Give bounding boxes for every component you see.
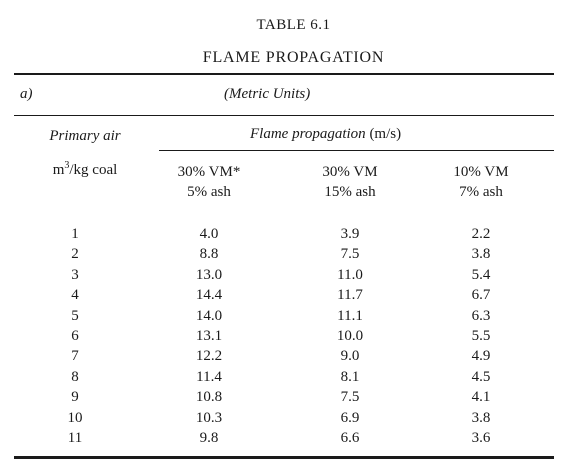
top-rule (14, 73, 554, 75)
flame-value: 14.4 (195, 287, 223, 304)
flame-value: 10.8 (195, 389, 223, 406)
flame-propagation-header: Flame propagation (m/s) (250, 126, 401, 143)
flame-header-rule (159, 150, 554, 151)
flame-header-label: Flame propagation (250, 126, 366, 142)
primary-air-value: 3 (71, 266, 79, 283)
column-header: 10% VM 7% ash (421, 162, 541, 202)
flame-value: 4.9 (471, 348, 491, 365)
column-header-line1: 30% VM (322, 164, 378, 180)
table-row: 2 8.8 7.5 3.8 (0, 246, 587, 266)
table-row: 1 4.0 3.9 2.2 (0, 226, 587, 246)
primary-air-value: 11 (67, 429, 83, 446)
primary-air-value: 6 (71, 327, 79, 344)
table-row: 6 13.1 10.0 5.5 (0, 328, 587, 348)
flame-header-unit: (m/s) (369, 126, 402, 142)
table-row: 5 14.0 11.1 6.3 (0, 308, 587, 328)
flame-value: 9.0 (340, 348, 360, 365)
table-title: FLAME PROPAGATION (202, 49, 385, 66)
flame-value: 9.8 (199, 429, 219, 446)
column-header-line2: 7% ash (459, 184, 503, 200)
units-note: (Metric Units) (224, 86, 311, 102)
unit-base: m (52, 162, 65, 178)
primary-air-value: 4 (71, 287, 79, 304)
table-row: 9 10.8 7.5 4.1 (0, 389, 587, 409)
column-header: 30% VM 15% ash (290, 162, 410, 202)
flame-value: 10.0 (336, 327, 364, 344)
primary-air-value: 1 (71, 226, 79, 242)
flame-value: 7.5 (340, 389, 360, 406)
table-row: 11 9.8 6.6 3.6 (0, 430, 587, 450)
flame-value: 2.2 (471, 226, 491, 242)
flame-value: 11.0 (337, 266, 363, 283)
flame-value: 3.6 (471, 429, 491, 446)
flame-value: 4.5 (471, 368, 491, 385)
table-row: 8 11.4 8.1 4.5 (0, 369, 587, 389)
table-row: 4 14.4 11.7 6.7 (0, 287, 587, 307)
primary-air-value: 8 (71, 368, 79, 385)
table-row: 7 12.2 9.0 4.9 (0, 348, 587, 368)
header-rule (14, 115, 554, 116)
primary-air-value: 9 (71, 389, 79, 406)
flame-value: 12.2 (195, 348, 223, 365)
flame-value: 3.8 (471, 409, 491, 426)
unit-rest: /kg coal (69, 162, 118, 178)
primary-air-value: 5 (71, 307, 79, 324)
bottom-rule (14, 456, 554, 459)
flame-value: 7.5 (340, 246, 360, 263)
flame-value: 8.1 (340, 368, 360, 385)
flame-value: 5.4 (471, 266, 491, 283)
table-row: 10 10.3 6.9 3.8 (0, 410, 587, 430)
flame-value: 5.5 (471, 327, 491, 344)
table-row: 3 13.0 11.0 5.4 (0, 267, 587, 287)
flame-value: 3.8 (471, 246, 491, 263)
table-body: 1 4.0 3.9 2.2 2 8.8 7.5 3.8 3 13.0 11.0 5.4 4 14.4 11.… (0, 226, 587, 450)
column-header-line2: 5% ash (187, 184, 231, 200)
primary-air-value: 10 (67, 409, 83, 426)
flame-value: 11.7 (337, 287, 363, 304)
primary-air-value: 7 (71, 348, 79, 365)
flame-value: 11.1 (337, 307, 363, 324)
flame-value: 13.0 (195, 266, 223, 283)
section-label: a) (20, 86, 33, 102)
flame-value: 6.6 (340, 429, 360, 446)
flame-value: 11.4 (196, 368, 222, 385)
primary-air-unit: m3/kg coal (30, 160, 140, 179)
flame-value: 3.9 (340, 226, 360, 242)
flame-value: 4.1 (471, 389, 491, 406)
column-header-line2: 15% ash (324, 184, 376, 200)
column-header-line1: 30% VM* (177, 164, 241, 180)
primary-air-value: 2 (71, 246, 79, 263)
column-header: 30% VM* 5% ash (149, 162, 269, 202)
primary-air-header: Primary air (49, 128, 121, 144)
column-header-line1: 10% VM (453, 164, 509, 180)
table-number: TABLE 6.1 (256, 17, 331, 33)
flame-value: 6.9 (340, 409, 360, 426)
flame-value: 13.1 (195, 327, 223, 344)
flame-value: 4.0 (199, 226, 219, 242)
flame-value: 14.0 (195, 307, 223, 324)
flame-value: 10.3 (195, 409, 223, 426)
flame-value: 8.8 (199, 246, 219, 263)
unit-exponent: 3 (64, 160, 70, 171)
flame-value: 6.7 (471, 287, 491, 304)
flame-value: 6.3 (471, 307, 491, 324)
